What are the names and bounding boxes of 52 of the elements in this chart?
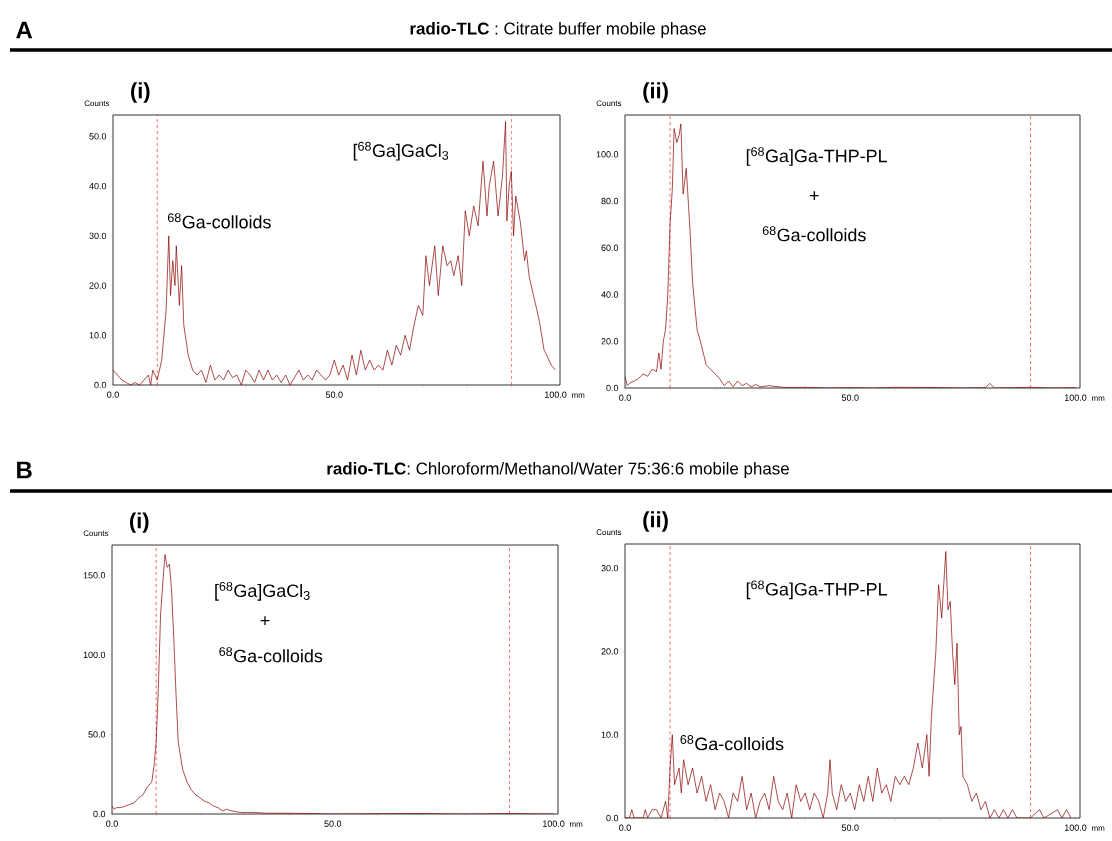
line-series [625, 551, 1072, 819]
y-tick-label: 40.0 [89, 182, 107, 190]
y-tick-label: 50.0 [89, 133, 107, 140]
text: radio-TLC : Citrate buffer mobile phase [410, 22, 706, 38]
y-tick-label: 0.0 [94, 381, 107, 389]
y-tick-label: 150.0 [83, 572, 106, 579]
x-tick-label: 0.0 [107, 391, 119, 398]
chart-title: (ii) [643, 511, 668, 532]
annotation: [$^{68}$Ga]GaCl$_{3}$ [353, 141, 449, 161]
x-tick-label: 100.0 [545, 391, 567, 398]
y-tick-label: 60.0 [601, 244, 619, 251]
x-tick-label: 100.0 [1064, 394, 1087, 401]
y-tick-label: 40.0 [601, 291, 619, 298]
x-tick-label: 0.0 [619, 394, 631, 401]
y-tick-label: 100.0 [83, 651, 106, 659]
chart-title: (i) [129, 512, 149, 533]
annotation: [$^{68}$Ga]GaCl$_{3}$ [215, 581, 310, 601]
chart-title: (ii) [643, 82, 668, 103]
x-tick-label: 50.0 [841, 824, 859, 831]
text: B [17, 461, 32, 479]
y-tick-label: 30.0 [601, 564, 619, 572]
y-tick-label: 10.0 [89, 332, 107, 339]
y-tick-label: 20.0 [89, 282, 107, 289]
x-tick-label: 0.0 [619, 824, 631, 831]
y-tick-label: 100.0 [596, 151, 619, 158]
text: radio-TLC: Chloroform/Methanol/Water 75:36:6 mobile phase [327, 462, 789, 478]
y-tick-label: 10.0 [601, 731, 619, 738]
chart-title: (i) [131, 82, 150, 103]
y-tick-label: 0.0 [606, 384, 619, 392]
annotation: [$^{68}$Ga]Ga-THP-PL [746, 147, 887, 166]
x-tick-label: 100.0 [1064, 824, 1087, 831]
annotation: [$^{68}$Ga]Ga-THP-PL [746, 580, 887, 600]
annotation: $^{68}$Ga-colloids [167, 213, 271, 229]
annotation: $^{68}$Ga-colloids [762, 226, 866, 242]
x-tick-label: 50.0 [324, 820, 342, 827]
x-tick-label: 100.0 [543, 820, 565, 827]
y-tick-label: 20.0 [601, 648, 619, 655]
y-tick-label: 80.0 [601, 197, 619, 205]
y-tick-label: 0.0 [606, 814, 619, 822]
x-tick-label: 50.0 [325, 391, 343, 398]
x-tick-label: 0.0 [106, 820, 118, 827]
annotation: $^{68}$Ga-colloids [219, 647, 323, 663]
y-tick-label: 0.0 [93, 810, 106, 818]
annotation: $^{68}$Ga-colloids [680, 735, 784, 751]
line-series [625, 123, 1076, 388]
x-tick-label: 50.0 [841, 394, 859, 401]
y-tick-label: 50.0 [88, 731, 106, 738]
annotation: + [260, 616, 270, 625]
text: A [16, 21, 33, 39]
y-tick-label: 20.0 [601, 338, 619, 345]
annotation: + [809, 191, 819, 200]
y-tick-label: 30.0 [89, 232, 107, 240]
